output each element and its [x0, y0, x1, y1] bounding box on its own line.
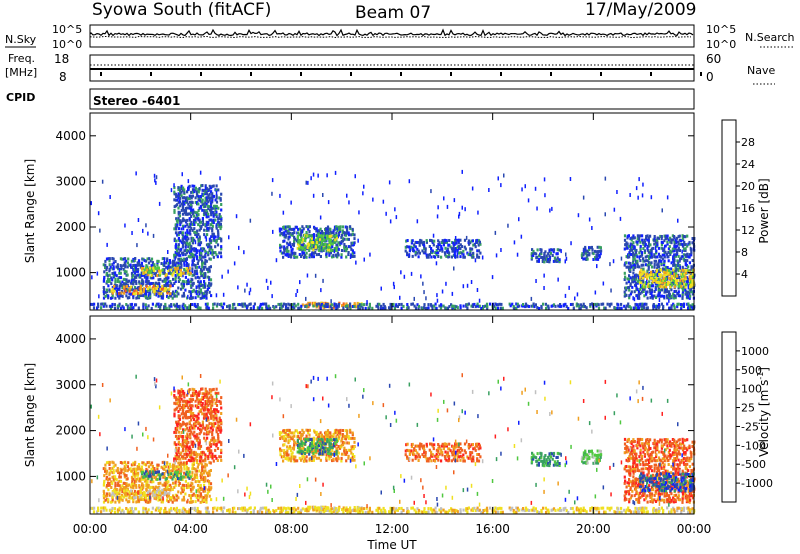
nsky-label: N.Sky — [5, 33, 37, 46]
colorbar-tick-label: 8 — [741, 246, 748, 259]
velocity-x-ticks — [89, 316, 695, 514]
velocity-panel: 1000 2000 3000 4000 Slant Range [km] 1000 50… — [23, 315, 773, 515]
colorbar-tick-label: 4 — [741, 268, 748, 281]
nsky-panel: N.Sky 10^5 10^0 10^5 10^0 N.Search — [5, 23, 795, 51]
nsearch-label: N.Search — [745, 31, 795, 44]
power-x-ticks — [89, 113, 695, 310]
cpid-label: CPID — [6, 91, 35, 104]
x-tick-label: 00:00 — [677, 522, 712, 536]
colorbar-tick-label: -500 — [741, 458, 766, 471]
echo-region — [140, 470, 192, 481]
echo-region — [173, 184, 223, 259]
y-tick-label: 4000 — [55, 129, 86, 143]
velocity-colorbar: 1000 500 100 25 -25 -100 -500 -1000 — [721, 331, 773, 503]
nsky-tick-bottom: 10^0 — [52, 38, 82, 51]
cpid-bar: CPID Stereo -6401 — [6, 88, 695, 110]
x-tick-label: 20:00 — [576, 522, 611, 536]
y-tick-label: 4000 — [55, 332, 86, 346]
nsearch-tick-bottom: 10^0 — [706, 38, 736, 51]
colorbar-tick-label: 100 — [741, 383, 762, 396]
freq-tick-top: 18 — [54, 52, 69, 66]
y-tick-label: 1000 — [55, 469, 86, 483]
echo-region — [173, 387, 223, 463]
y-tick-label: 2000 — [55, 424, 86, 438]
colorbar-tick-label: 16 — [741, 202, 755, 215]
nave-tick-bottom: 0 — [706, 70, 714, 84]
freq-label: Freq. — [8, 52, 35, 65]
date-title: 17/May/2009 — [585, 0, 697, 20]
echo-region — [404, 442, 482, 463]
echo-region — [638, 472, 695, 493]
echo-region — [90, 302, 696, 310]
colorbar-tick-label: 12 — [741, 224, 755, 237]
echo-region — [623, 437, 696, 504]
power-y-ticks: 1000 2000 3000 4000 — [55, 129, 694, 280]
sparse-echoes — [90, 169, 692, 305]
beam-title: Beam 07 — [355, 3, 431, 23]
x-tick-label: 00:00 — [73, 522, 108, 536]
nave-tick-top: 60 — [706, 52, 721, 66]
echo-region — [580, 245, 603, 261]
colorbar-tick-label: 20 — [741, 180, 755, 193]
colorbar-tick-label: 25 — [741, 402, 755, 415]
echo-region — [296, 234, 339, 252]
echo-region — [404, 238, 482, 259]
echo-region — [623, 234, 696, 300]
power-echoes — [90, 169, 696, 310]
colorbar-tick-label: -1000 — [741, 477, 773, 490]
sparse-echoes — [90, 373, 692, 509]
x-tick-label: 04:00 — [173, 522, 208, 536]
power-y-label: Slant Range [km] — [23, 159, 37, 263]
x-axis-label: Time UT — [366, 538, 417, 552]
x-tick-label: 12:00 — [375, 522, 410, 536]
y-tick-label: 3000 — [55, 174, 86, 188]
x-tick-label: 08:00 — [274, 522, 309, 536]
freq-tick-bottom: 8 — [59, 70, 67, 84]
echo-region — [530, 451, 561, 468]
velocity-echoes — [90, 373, 696, 514]
colorbar-frame — [721, 119, 737, 297]
freq-trace — [90, 64, 702, 76]
nsky-trace — [89, 28, 694, 39]
echo-region — [90, 506, 696, 514]
y-tick-label: 2000 — [55, 220, 86, 234]
nsearch-tick-top: 10^5 — [706, 23, 736, 36]
x-tick-label: 16:00 — [475, 522, 510, 536]
velocity-y-ticks: 1000 2000 3000 4000 — [55, 332, 694, 483]
colorbar-tick-label: 500 — [741, 364, 762, 377]
echo-region — [530, 248, 561, 264]
echo-region — [296, 437, 339, 456]
cpid-value: Stereo -6401 — [93, 94, 180, 108]
velocity-y-label: Slant Range [km] — [23, 363, 37, 467]
y-tick-label: 3000 — [55, 378, 86, 392]
echo-region — [140, 266, 192, 278]
power-colorbar-label: Power [dB] — [757, 178, 771, 243]
echo-region — [110, 284, 172, 296]
colorbar-tick-label: 24 — [741, 158, 755, 171]
x-tick-labels: 00:00 04:00 08:00 12:00 16:00 20:00 00:00 — [73, 522, 712, 536]
y-tick-label: 1000 — [55, 266, 86, 280]
echo-region — [638, 268, 695, 289]
station-title: Syowa South (fitACF) — [92, 0, 271, 20]
power-panel: 1000 2000 3000 4000 Slant Range [km] 4 8 12 16… — [23, 112, 771, 311]
colorbar-frame — [721, 331, 737, 503]
velocity-colorbar-label: Velocity [m s-1] — [756, 367, 771, 457]
nave-label: Nave — [747, 64, 775, 77]
freq-unit-label: [MHz] — [5, 66, 37, 79]
colorbar-tick-label: 1000 — [741, 345, 769, 358]
colorbar-tick-label: 28 — [741, 136, 755, 149]
freq-panel: Freq. [MHz] 18 8 60 0 Nave — [5, 52, 775, 85]
colorbar-tick-label: -100 — [741, 439, 766, 452]
power-colorbar: 4 8 12 16 20 24 28 — [721, 119, 755, 297]
colorbar-tick-label: -25 — [741, 420, 759, 433]
nsky-tick-top: 10^5 — [52, 23, 82, 36]
